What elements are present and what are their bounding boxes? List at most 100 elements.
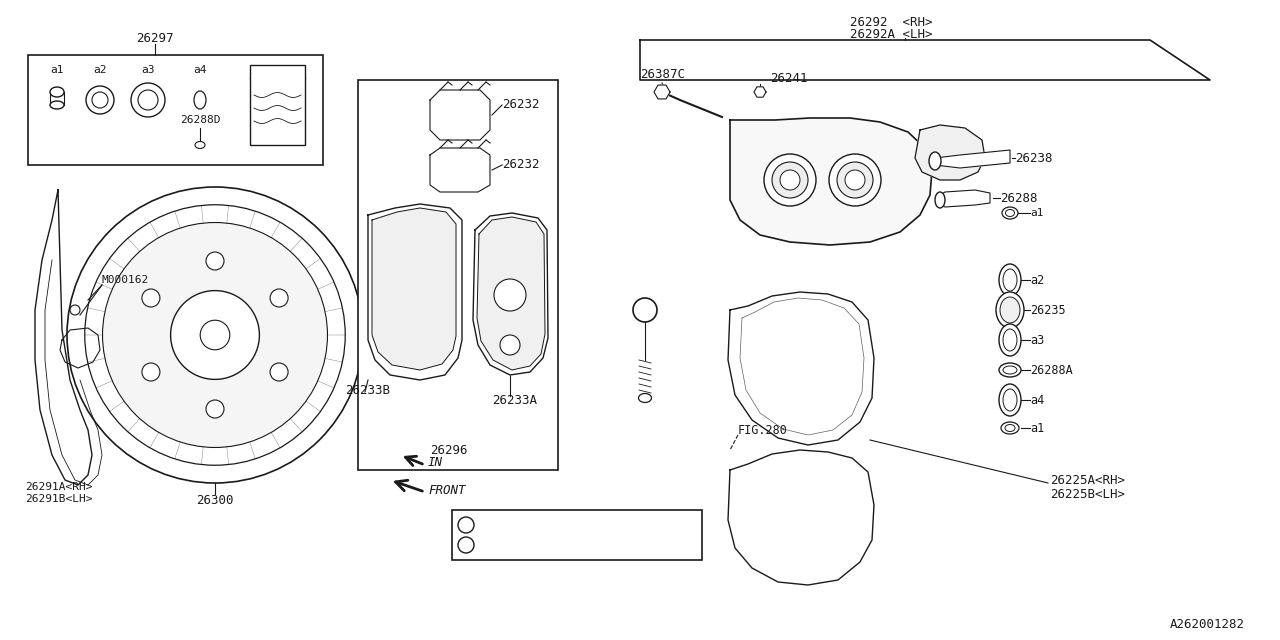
Circle shape [84,205,346,465]
Text: a1: a1 [1030,422,1044,435]
Polygon shape [728,450,874,585]
Text: a4: a4 [1030,394,1044,406]
Ellipse shape [1004,366,1018,374]
Ellipse shape [998,264,1021,296]
Ellipse shape [1005,424,1015,431]
Text: 26296: 26296 [430,444,467,456]
Circle shape [458,537,474,553]
Circle shape [845,170,865,190]
Polygon shape [474,213,548,375]
Circle shape [500,335,520,355]
Ellipse shape [998,363,1021,377]
Text: 26238: 26238 [1015,152,1052,164]
Text: 26292  <RH>: 26292 <RH> [850,15,933,29]
Text: a1: a1 [1030,208,1043,218]
Text: a2: a2 [1030,273,1044,287]
Polygon shape [754,87,765,97]
Circle shape [138,90,157,110]
Text: IN: IN [428,456,443,470]
Text: 26291B<LH>: 26291B<LH> [26,494,92,504]
Circle shape [70,305,79,315]
Polygon shape [640,40,1210,80]
Text: a3: a3 [1030,333,1044,346]
Polygon shape [477,217,545,370]
Circle shape [170,291,260,380]
Text: M130011: M130011 [477,518,527,531]
Ellipse shape [998,324,1021,356]
Ellipse shape [929,152,941,170]
Text: 1: 1 [463,520,468,530]
Circle shape [206,252,224,270]
Circle shape [772,162,808,198]
Circle shape [67,187,364,483]
Ellipse shape [639,394,652,403]
Text: a3: a3 [141,65,155,75]
Text: 26300: 26300 [196,493,234,506]
Circle shape [131,83,165,117]
Text: A262001282: A262001282 [1170,618,1245,632]
Bar [358,80,558,470]
Text: FRONT: FRONT [428,483,466,497]
Circle shape [270,363,288,381]
Polygon shape [915,125,986,180]
Ellipse shape [1002,207,1018,219]
Polygon shape [430,90,490,140]
Circle shape [829,154,881,206]
Text: 26241: 26241 [771,72,808,84]
Text: 26291A<RH>: 26291A<RH> [26,482,92,492]
Polygon shape [728,292,874,445]
Ellipse shape [998,384,1021,416]
Polygon shape [369,204,462,380]
Text: 26232: 26232 [502,99,539,111]
Ellipse shape [195,91,206,109]
Text: 1: 1 [463,540,468,550]
Ellipse shape [195,141,205,148]
Circle shape [206,400,224,418]
Ellipse shape [50,87,64,97]
Polygon shape [654,85,669,99]
Ellipse shape [996,292,1024,328]
Ellipse shape [1004,389,1018,411]
Bar [28,55,323,165]
Polygon shape [372,208,456,370]
Text: 26233A: 26233A [492,394,538,406]
Text: 26387C: 26387C [640,68,685,81]
Ellipse shape [1006,209,1015,216]
Text: 26235: 26235 [1030,303,1066,317]
Text: 26297: 26297 [136,31,174,45]
Bar [452,510,701,560]
Circle shape [102,223,328,447]
Circle shape [92,92,108,108]
Text: M000162: M000162 [102,275,150,285]
Circle shape [764,154,817,206]
Polygon shape [430,148,490,192]
Circle shape [780,170,800,190]
Circle shape [142,363,160,381]
Circle shape [200,320,230,350]
Circle shape [142,289,160,307]
Ellipse shape [1004,269,1018,291]
Ellipse shape [1000,297,1020,323]
Text: 26288D: 26288D [179,115,220,125]
Ellipse shape [934,192,945,208]
Text: FIG.280: FIG.280 [739,424,788,436]
Text: 26288A: 26288A [1030,364,1073,376]
Text: 26232: 26232 [502,159,539,172]
Polygon shape [934,150,1010,168]
Text: a2: a2 [93,65,106,75]
Text: a4: a4 [193,65,207,75]
Text: 26233B: 26233B [346,383,390,397]
Ellipse shape [1004,329,1018,351]
Circle shape [270,289,288,307]
Text: 1: 1 [641,305,649,315]
Text: (1806- ): (1806- ) [561,538,617,552]
Circle shape [494,279,526,311]
Bar [250,65,305,145]
Polygon shape [940,190,989,207]
Circle shape [86,86,114,114]
Circle shape [634,298,657,322]
Text: a1: a1 [50,65,64,75]
Polygon shape [730,118,932,245]
Text: 26225A<RH>: 26225A<RH> [1050,474,1125,486]
Text: 26225B<LH>: 26225B<LH> [1050,488,1125,502]
